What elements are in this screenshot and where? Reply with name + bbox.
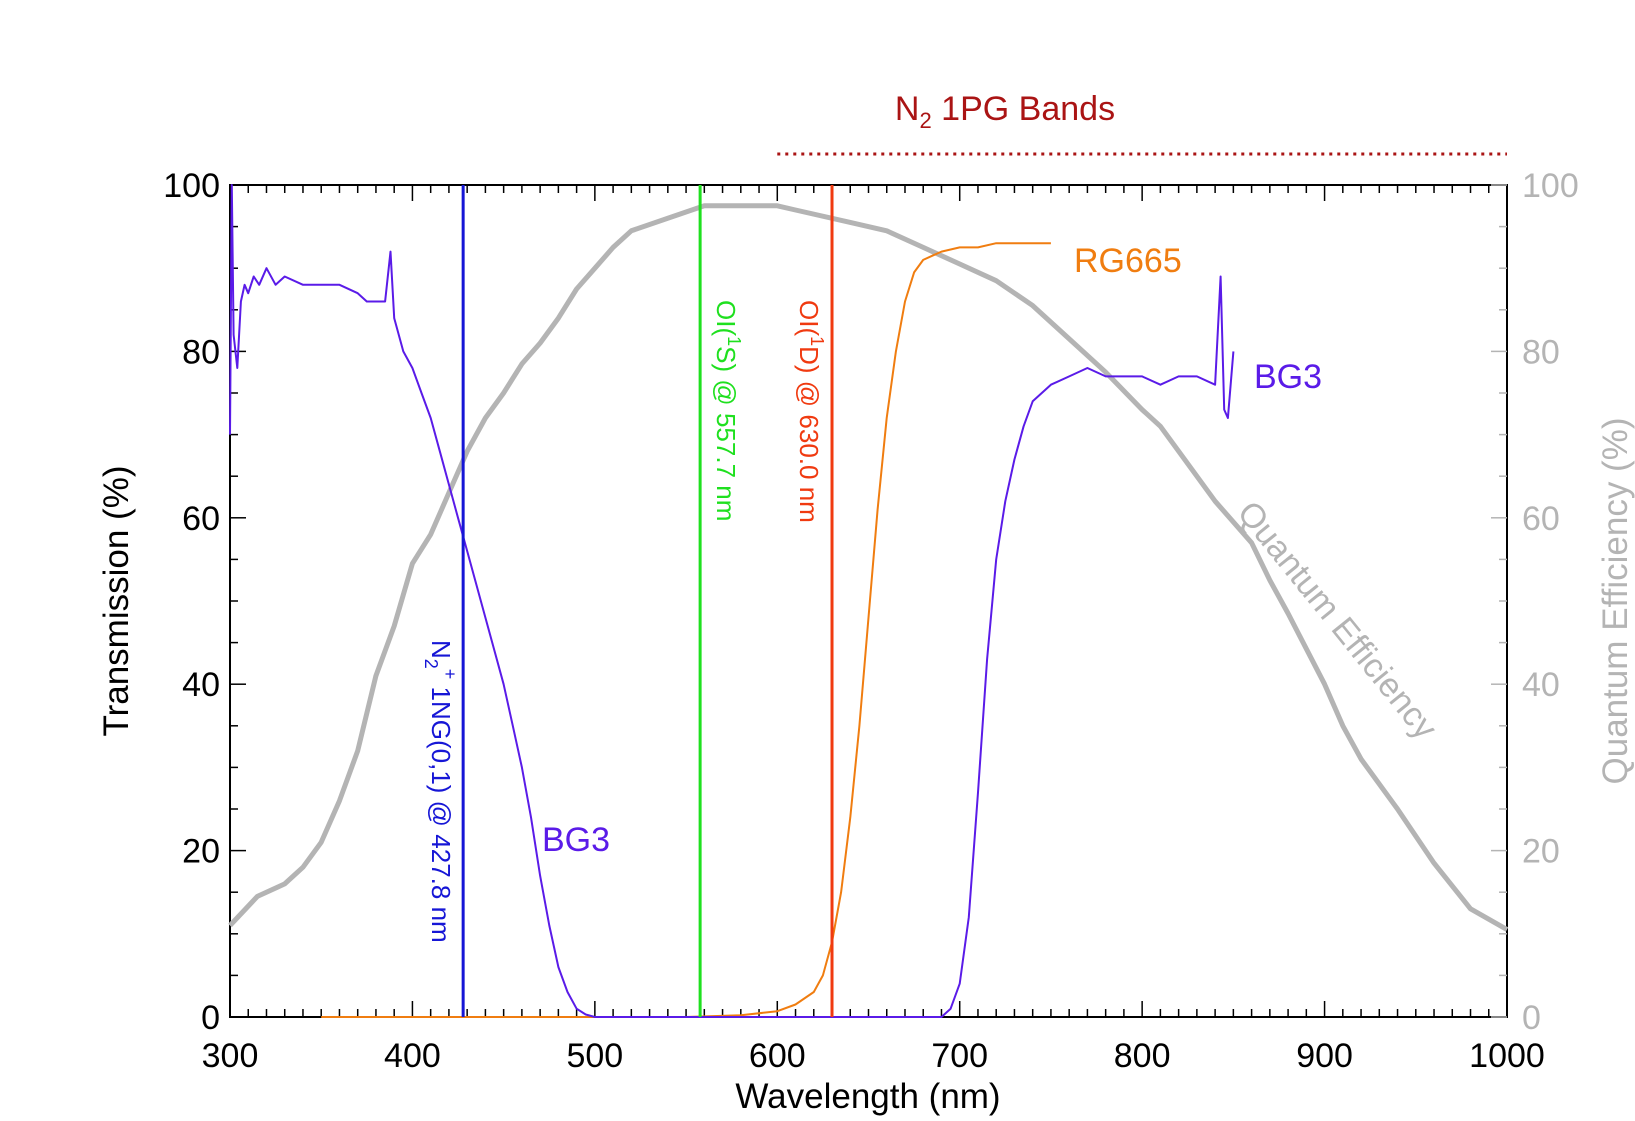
y-tick-label: 0	[201, 999, 220, 1037]
label-rest: D) @ 630.0 nm	[794, 346, 824, 523]
label-subscript: 2	[421, 659, 441, 669]
y2-tick-label: 0	[1522, 999, 1541, 1037]
y2-tick-label: 20	[1522, 833, 1560, 871]
bg3-left-label: BG3	[542, 821, 610, 859]
y2-tick-label: 80	[1522, 333, 1560, 371]
bg3-right-label: BG3	[1254, 358, 1322, 396]
y-tick-label: 40	[182, 666, 220, 704]
quantum-efficiency-curve	[228, 203, 1509, 932]
label-superscript: 1	[724, 336, 744, 346]
band-label-subscript: 2	[919, 108, 931, 133]
x-tick-label: 700	[931, 1037, 988, 1075]
label-superscript: 1	[807, 336, 827, 346]
y-axis-title: Transmission (%)	[97, 466, 136, 737]
band-label-rest: 1PG Bands	[932, 90, 1115, 128]
x-tick-label: 800	[1114, 1037, 1171, 1075]
x-tick-label: 600	[749, 1037, 806, 1075]
ol1d-line-label: OI(1D) @ 630.0 nm	[794, 300, 827, 523]
y2-tick-label: 100	[1522, 167, 1579, 205]
y2-tick-label: 40	[1522, 666, 1560, 704]
band-label-main: N	[895, 90, 920, 128]
label-rest: 1NG(0,1) @ 427.8 nm	[426, 679, 456, 942]
n2-1pg-bands-label: N2 1PG Bands	[895, 90, 1115, 133]
x-tick-label: 500	[566, 1037, 623, 1075]
x-axis-title: Wavelength (nm)	[735, 1077, 1000, 1116]
x-tick-label: 900	[1296, 1037, 1353, 1075]
x-tick-label: 400	[384, 1037, 441, 1075]
ol1s-line-label: OI(1S) @ 557.7 nm	[711, 300, 744, 521]
y-tick-label: 80	[182, 333, 220, 371]
bg3-curve	[229, 184, 1235, 1018]
x-tick-labels: 300 400 500 600 700 800 900 1000	[202, 1037, 1545, 1075]
label-part: OI(	[711, 300, 741, 336]
rg665-label: RG665	[1074, 242, 1182, 280]
y-tick-label: 100	[163, 167, 220, 205]
label-part: N	[426, 640, 456, 659]
y-tick-label: 20	[182, 833, 220, 871]
axis-ticks	[229, 184, 1508, 1018]
label-part: OI(	[794, 300, 824, 336]
rg665-curve	[321, 242, 1051, 1018]
y2-tick-labels: 0 20 40 60 80 100	[1522, 167, 1579, 1037]
n2plus-line-label: N2+ 1NG(0,1) @ 427.8 nm	[421, 640, 460, 943]
y-tick-label: 60	[182, 500, 220, 538]
y2-axis-title: Quantum Efficiency (%)	[1596, 418, 1635, 785]
label-rest: S) @ 557.7 nm	[711, 346, 741, 521]
y-tick-labels: 0 20 40 60 80 100	[163, 167, 220, 1037]
x-tick-label: 300	[202, 1037, 259, 1075]
y2-tick-label: 60	[1522, 500, 1560, 538]
x-tick-label: 1000	[1469, 1037, 1545, 1075]
label-superscript: +	[440, 669, 460, 680]
